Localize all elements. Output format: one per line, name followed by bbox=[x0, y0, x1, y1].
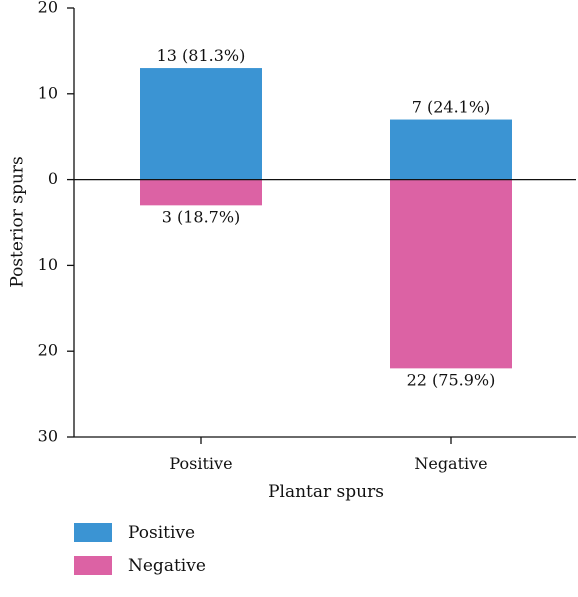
y-tick-label: 20 bbox=[38, 0, 58, 17]
y-tick-label: 10 bbox=[38, 255, 58, 274]
legend: Positive Negative bbox=[74, 523, 206, 576]
x-axis: Positive Negative bbox=[74, 178, 576, 473]
y-tick-label: 30 bbox=[38, 427, 58, 446]
data-label: 22 (75.9%) bbox=[407, 370, 496, 389]
y-axis-title: Posterior spurs bbox=[8, 156, 28, 287]
legend-label-negative: Negative bbox=[128, 556, 206, 576]
y-tick-label: 10 bbox=[38, 83, 58, 102]
legend-swatch-negative bbox=[74, 556, 112, 575]
legend-swatch-positive bbox=[74, 523, 112, 542]
x-tick-label: Positive bbox=[169, 454, 232, 473]
bars bbox=[140, 68, 512, 369]
bar-negative-negative bbox=[390, 179, 512, 369]
data-label: 3 (18.7%) bbox=[162, 207, 241, 226]
x-axis-title: Plantar spurs bbox=[268, 482, 384, 502]
bar-negative-positive bbox=[140, 179, 262, 206]
y-axis: 20 10 0 10 20 30 bbox=[38, 0, 75, 446]
x-tick-label: Negative bbox=[414, 454, 487, 473]
legend-label-positive: Positive bbox=[128, 523, 195, 543]
data-labels: 13 (81.3%) 7 (24.1%) 3 (18.7%) 22 (75.9%) bbox=[157, 46, 496, 389]
data-label: 7 (24.1%) bbox=[412, 98, 491, 117]
y-tick-label: 0 bbox=[48, 169, 58, 188]
bar-positive-negative bbox=[390, 119, 512, 180]
y-tick-label: 20 bbox=[38, 341, 58, 360]
data-label: 13 (81.3%) bbox=[157, 46, 246, 65]
bar-positive-positive bbox=[140, 68, 262, 180]
